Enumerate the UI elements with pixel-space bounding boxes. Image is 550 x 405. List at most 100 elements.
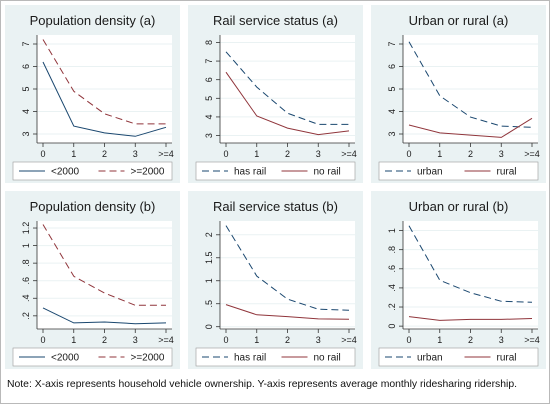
legend bbox=[195, 347, 356, 367]
legend-label-2: no rail bbox=[314, 353, 341, 364]
x-tick-label: 1 bbox=[71, 335, 76, 345]
x-tick-label: >=4 bbox=[158, 149, 174, 159]
chart-panel-2: Rail service status (a) 3 4 5 6 7 8 0 1 2 3 >=4 has … bbox=[188, 5, 363, 183]
x-tick-label: 2 bbox=[102, 335, 107, 345]
chart-title: Population density (b) bbox=[30, 199, 156, 214]
plot-area bbox=[220, 35, 355, 143]
series-line-1 bbox=[225, 225, 350, 311]
chart-panel-1: Population density (a) 3 4 5 6 7 0 1 2 3 >=4 <2000 >… bbox=[5, 5, 180, 183]
legend-label-2: >=2000 bbox=[131, 353, 165, 364]
y-tick-label: 3 bbox=[21, 131, 31, 136]
chart-panel-3: Urban or rural (a) 3 4 5 6 7 0 1 2 3 >=4 urban rural bbox=[371, 5, 546, 183]
plot-area bbox=[37, 221, 172, 329]
chart-panel-5: Rail service status (b) 0 .5 1 1.5 2 0 1 2 3 >=4 ha… bbox=[188, 191, 363, 369]
x-tick-label: 1 bbox=[437, 335, 442, 345]
y-tick-label: 2 bbox=[204, 232, 214, 237]
legend bbox=[12, 161, 173, 181]
x-tick-label: 0 bbox=[40, 335, 45, 345]
x-tick-label: 1 bbox=[437, 149, 442, 159]
x-tick-label: 2 bbox=[102, 149, 107, 159]
legend-label-1: urban bbox=[417, 353, 443, 364]
x-tick-label: 0 bbox=[223, 335, 228, 345]
y-tick-label: .5 bbox=[204, 300, 214, 308]
legend bbox=[378, 347, 539, 367]
x-tick-label: 2 bbox=[468, 335, 473, 345]
x-tick-label: 3 bbox=[499, 149, 504, 159]
plot-area bbox=[403, 221, 538, 329]
x-tick-label: 1 bbox=[254, 335, 259, 345]
chart-title: Urban or rural (a) bbox=[409, 13, 509, 28]
y-tick-label: 7 bbox=[21, 41, 31, 46]
plot-area bbox=[220, 221, 355, 329]
legend-label-1: has rail bbox=[234, 353, 266, 364]
x-tick-label: >=4 bbox=[341, 335, 357, 345]
x-tick-label: 3 bbox=[316, 335, 321, 345]
figure-note: Note: X-axis represents household vehicl… bbox=[7, 379, 517, 390]
y-tick-label: 6 bbox=[387, 64, 397, 69]
y-tick-label: 1 bbox=[204, 278, 214, 283]
x-tick-label: 3 bbox=[133, 149, 138, 159]
series-line-1 bbox=[408, 225, 533, 303]
legend-label-1: has rail bbox=[234, 167, 266, 178]
x-tick-label: 2 bbox=[285, 335, 290, 345]
y-tick-label: .2 bbox=[387, 303, 397, 311]
x-tick-label: 2 bbox=[468, 149, 473, 159]
y-tick-label: .2 bbox=[21, 312, 31, 320]
x-tick-label: 3 bbox=[133, 335, 138, 345]
x-tick-label: >=4 bbox=[524, 335, 540, 345]
x-tick-label: 3 bbox=[316, 149, 321, 159]
y-tick-label: 5 bbox=[21, 86, 31, 91]
series-line-2 bbox=[408, 316, 533, 321]
legend-label-1: <2000 bbox=[51, 167, 80, 178]
series-line-2 bbox=[225, 304, 350, 320]
x-tick-label: >=4 bbox=[524, 149, 540, 159]
y-tick-label: 0 bbox=[204, 324, 214, 329]
chart-title: Population density (a) bbox=[30, 13, 156, 28]
y-tick-label: 0 bbox=[387, 324, 397, 329]
y-tick-label: 4 bbox=[387, 109, 397, 114]
legend bbox=[378, 161, 539, 181]
y-tick-label: 6 bbox=[204, 77, 214, 82]
y-tick-label: 4 bbox=[21, 109, 31, 114]
y-tick-label: .6 bbox=[21, 277, 31, 285]
y-tick-label: 3 bbox=[387, 131, 397, 136]
legend-label-2: >=2000 bbox=[131, 167, 165, 178]
x-tick-label: 0 bbox=[223, 149, 228, 159]
y-tick-label: 5 bbox=[204, 96, 214, 101]
chart-panel-6: Urban or rural (b) 0 .2 .4 .6 .8 1 0 1 2 3 >=4 urban… bbox=[371, 191, 546, 369]
x-tick-label: 0 bbox=[406, 335, 411, 345]
y-tick-label: 3 bbox=[204, 133, 214, 138]
legend-label-2: rural bbox=[497, 353, 517, 364]
series-line-1 bbox=[42, 61, 167, 137]
legend-label-1: <2000 bbox=[51, 353, 80, 364]
y-tick-label: 4 bbox=[204, 114, 214, 119]
y-tick-label: .4 bbox=[21, 295, 31, 303]
series-line-2 bbox=[408, 117, 533, 138]
series-line-1 bbox=[42, 307, 167, 325]
x-tick-label: >=4 bbox=[158, 335, 174, 345]
legend-label-2: no rail bbox=[314, 167, 341, 178]
y-tick-label: .6 bbox=[387, 265, 397, 273]
series-line-2 bbox=[225, 71, 350, 136]
x-tick-label: 1 bbox=[71, 149, 76, 159]
y-tick-label: 8 bbox=[204, 40, 214, 45]
x-tick-label: 2 bbox=[285, 149, 290, 159]
series-line-1 bbox=[408, 41, 533, 128]
x-tick-label: 0 bbox=[40, 149, 45, 159]
legend bbox=[195, 161, 356, 181]
x-tick-label: 1 bbox=[254, 149, 259, 159]
y-tick-label: 1.5 bbox=[204, 252, 214, 265]
y-tick-label: 7 bbox=[204, 59, 214, 64]
legend bbox=[12, 347, 173, 367]
chart-panel-4: Population density (b) .2 .4 .6 .8 1 1.2 0 1 2 3 >=… bbox=[5, 191, 180, 369]
y-tick-label: .8 bbox=[387, 246, 397, 254]
y-tick-label: .8 bbox=[21, 259, 31, 267]
chart-title: Urban or rural (b) bbox=[409, 199, 509, 214]
y-tick-label: 1 bbox=[387, 228, 397, 233]
y-tick-label: 7 bbox=[387, 41, 397, 46]
y-tick-label: .4 bbox=[387, 284, 397, 292]
y-tick-label: 1 bbox=[21, 243, 31, 248]
x-tick-label: 0 bbox=[406, 149, 411, 159]
